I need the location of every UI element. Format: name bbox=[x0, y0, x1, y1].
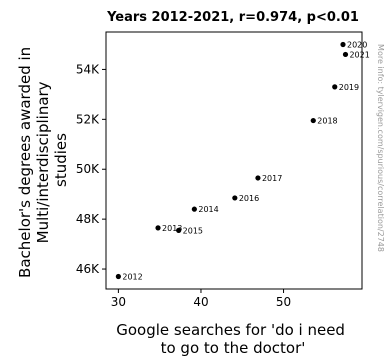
y-tick-label: 52K bbox=[76, 112, 100, 126]
data-point bbox=[115, 273, 121, 280]
y-tick-label: 48K bbox=[76, 212, 100, 226]
x-axis-label: Google searches for 'do i need to go to … bbox=[116, 321, 350, 357]
data-point bbox=[191, 206, 197, 212]
y-axis-label-line-2: Multi/interdisciplinary bbox=[34, 81, 52, 243]
data-point-label: 2018 bbox=[317, 117, 337, 126]
chart-title: Years 2012-2021, r=0.974, p<0.01 bbox=[106, 10, 359, 25]
svg-text:Bachelor's degrees awarded in: Bachelor's degrees awarded in Multi/inte… bbox=[16, 42, 70, 278]
data-point bbox=[255, 175, 261, 181]
data-point bbox=[176, 227, 182, 233]
watermark: More info: tylervigen.com/spurious/corre… bbox=[376, 44, 385, 252]
data-point bbox=[342, 51, 349, 58]
x-axis-label-line-2: to go to the doctor' bbox=[161, 339, 306, 357]
y-axis-label: Bachelor's degrees awarded in Multi/inte… bbox=[16, 42, 70, 278]
y-tick-label: 50K bbox=[76, 162, 100, 176]
data-point-label: 2016 bbox=[239, 194, 259, 203]
data-point bbox=[340, 41, 346, 48]
y-axis-ticks: 46K 48K 50K 52K 54K bbox=[76, 62, 106, 276]
data-point-label: 2017 bbox=[262, 174, 282, 183]
x-tick-label: 50 bbox=[276, 295, 291, 309]
data-point-label: 2021 bbox=[349, 50, 369, 59]
data-point-label: 2012 bbox=[122, 273, 142, 282]
x-axis-ticks: 30 40 50 bbox=[111, 289, 291, 309]
x-axis-label-line-1: Google searches for 'do i need bbox=[116, 321, 345, 339]
data-point bbox=[155, 225, 161, 231]
y-tick-label: 46K bbox=[76, 262, 100, 276]
data-point-label: 2015 bbox=[183, 226, 203, 235]
x-tick-label: 30 bbox=[111, 295, 126, 309]
watermark-group: More info: tylervigen.com/spurious/corre… bbox=[376, 44, 385, 252]
data-point-label: 2020 bbox=[347, 40, 367, 49]
y-axis-label-line-1: Bachelor's degrees awarded in bbox=[16, 47, 34, 278]
plot-frame bbox=[105, 31, 363, 290]
data-point-label: 2013 bbox=[162, 224, 182, 233]
data-point-label: 2019 bbox=[339, 83, 359, 92]
y-axis-label-line-3: studies bbox=[52, 133, 70, 187]
data-point-label: 2014 bbox=[198, 205, 218, 214]
data-point bbox=[310, 117, 316, 124]
y-tick-label: 54K bbox=[76, 62, 100, 76]
data-point bbox=[332, 84, 338, 90]
data-point bbox=[232, 195, 238, 201]
x-tick-label: 40 bbox=[193, 295, 208, 309]
